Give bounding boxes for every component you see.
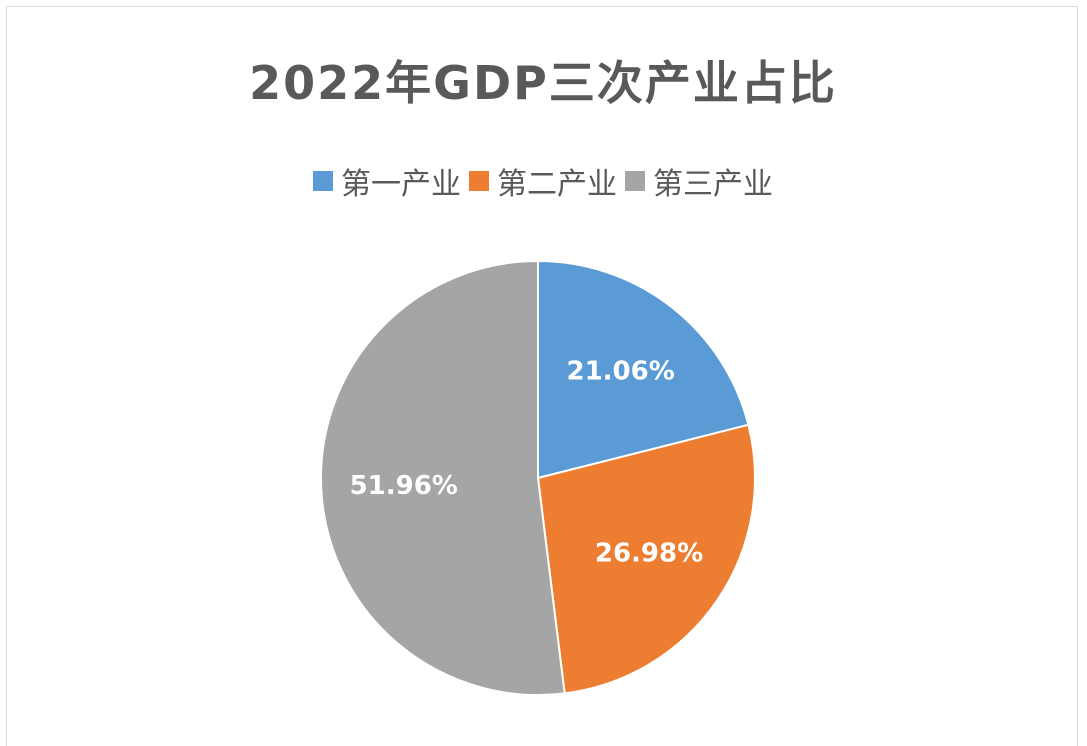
pie-slice-primary xyxy=(537,259,750,480)
chart-legend: 第一产业 第二产业 第三产业 xyxy=(7,159,1079,203)
slice-label-tertiary: 51.96% xyxy=(350,471,458,501)
legend-swatch-primary xyxy=(313,171,333,191)
pie-slice-tertiary xyxy=(320,259,566,696)
slice-label-primary: 21.06% xyxy=(567,356,675,386)
legend-item-tertiary: 第三产业 xyxy=(625,159,773,203)
legend-swatch-tertiary xyxy=(625,171,645,191)
legend-item-secondary: 第二产业 xyxy=(469,159,617,203)
slice-label-secondary: 26.98% xyxy=(595,538,703,568)
pie-slice-secondary xyxy=(536,423,756,695)
legend-label-secondary: 第二产业 xyxy=(497,167,617,202)
legend-swatch-secondary xyxy=(469,171,489,191)
pie-chart: 21.06% 26.98% 51.96% xyxy=(320,259,756,696)
legend-label-primary: 第一产业 xyxy=(341,167,461,202)
chart-title: 2022年GDP三次产业占比 xyxy=(249,56,837,110)
legend-label-tertiary: 第三产业 xyxy=(653,167,773,202)
legend-item-primary: 第一产业 xyxy=(313,159,461,203)
chart-frame: 2022年GDP三次产业占比 第一产业 第二产业 第三产业 21.06% 26.9… xyxy=(6,6,1078,746)
